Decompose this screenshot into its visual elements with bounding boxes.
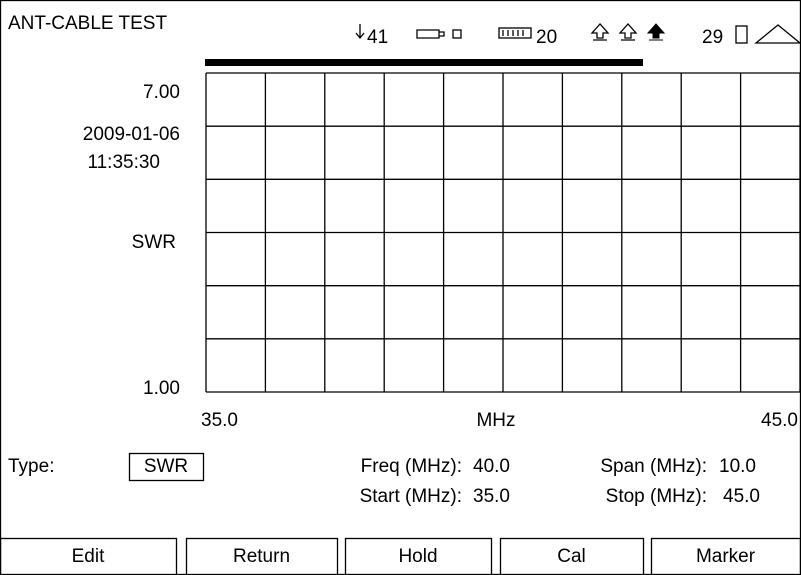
y-label: SWR <box>132 232 176 253</box>
plot-grid <box>205 72 801 393</box>
freq-label: Freq (MHz): <box>361 456 462 477</box>
x-end: 45.0 <box>761 410 798 431</box>
span-label: Span (MHz): <box>600 456 707 477</box>
stop-value: 45.0 <box>723 486 760 507</box>
softkeys: Edit Return Hold Cal Marker <box>0 537 801 575</box>
down-value: 41 <box>367 27 388 48</box>
progress-bar <box>205 59 643 66</box>
start-value: 35.0 <box>473 486 510 507</box>
start-label: Start (MHz): <box>360 486 462 507</box>
softkey-label[interactable]: Cal <box>557 546 586 567</box>
x-unit: MHz <box>476 410 515 431</box>
y-max: 7.00 <box>143 82 180 103</box>
status-icons <box>355 23 801 44</box>
softkey-label[interactable]: Edit <box>72 546 105 567</box>
y-min: 1.00 <box>143 378 180 399</box>
softkey[interactable] <box>0 537 178 575</box>
softkey[interactable] <box>185 537 339 575</box>
softkey[interactable] <box>499 537 645 575</box>
title: ANT-CABLE TEST <box>8 13 167 34</box>
type-value[interactable]: SWR <box>144 456 188 477</box>
time: 11:35:30 <box>87 152 160 173</box>
softkey-label[interactable]: Marker <box>696 546 756 567</box>
type-label: Type: <box>8 456 54 477</box>
signal-value: 29 <box>702 27 723 48</box>
x-start: 35.0 <box>201 410 238 431</box>
softkey-label[interactable]: Return <box>233 546 290 567</box>
battery-value: 20 <box>536 27 557 48</box>
type-box[interactable] <box>128 452 205 482</box>
softkey[interactable] <box>344 537 493 575</box>
date: 2009-01-06 <box>83 124 180 145</box>
stop-label: Stop (MHz): <box>606 486 707 507</box>
softkey-label[interactable]: Hold <box>398 546 437 567</box>
freq-value: 40.0 <box>473 456 510 477</box>
span-value: 10.0 <box>719 456 756 477</box>
